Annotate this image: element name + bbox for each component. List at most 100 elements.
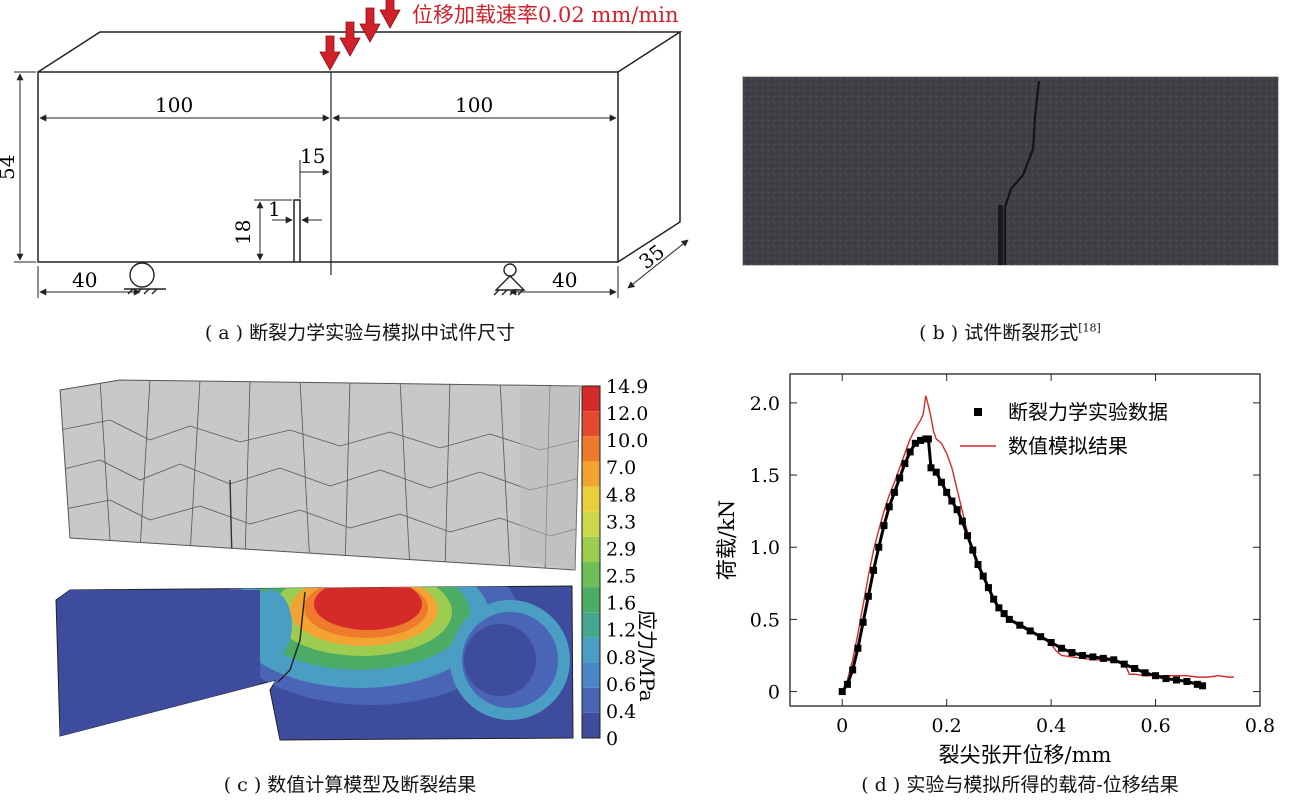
- experiment-point: [911, 439, 919, 447]
- load-displacement-chart: 0 0.2 0.4 0.6 0.8 0 0.5 1.0 1.5 2.0 裂尖张开位移/mm 荷载/kN…: [715, 373, 1275, 767]
- experiment-point: [1005, 615, 1013, 623]
- mesh-model: [59, 379, 581, 571]
- colorbar-swatch: [582, 386, 600, 412]
- colorbar-title: 应力/MPa: [635, 610, 659, 702]
- experiment-point: [849, 666, 857, 674]
- experiment-point: [854, 644, 862, 652]
- dim-offset: 15: [300, 144, 325, 168]
- experiment-point: [979, 572, 987, 580]
- experiment-point: [937, 478, 945, 486]
- colorbar-tick-label: 1.6: [606, 593, 636, 615]
- y-tick-label: 0.5: [750, 609, 780, 631]
- experiment-point: [948, 497, 956, 505]
- roller-support-icon: [124, 262, 166, 295]
- colorbar-swatch: [582, 511, 600, 537]
- colorbar-swatch: [582, 662, 600, 688]
- fractured-specimen-photo: [742, 76, 1279, 266]
- pin-support-icon: [493, 263, 526, 296]
- caption-b-text: ( b ) 试件断裂形式: [919, 322, 1079, 344]
- colorbar-tick-label: 2.5: [606, 566, 636, 588]
- colorbar-swatch: [582, 411, 600, 437]
- experiment-point: [958, 517, 966, 525]
- specimen-dimension-drawing: 位移加载速率0.02 mm/min 100 100 54 15 18 1 40 …: [0, 0, 689, 298]
- experiment-point: [1199, 682, 1207, 690]
- colorbar-tick-label: 0.8: [606, 647, 636, 669]
- experiment-point: [1026, 627, 1034, 635]
- caption-a: ( a ) 断裂力学实验与模拟中试件尺寸: [204, 322, 516, 344]
- experiment-point: [1162, 675, 1170, 683]
- x-tick-label: 0.2: [932, 715, 962, 737]
- y-tick-label: 2.0: [750, 393, 780, 415]
- experiment-point: [1016, 621, 1024, 629]
- colorbar-swatch: [582, 712, 600, 738]
- experiment-point: [1183, 677, 1191, 685]
- caption-b: ( b ) 试件断裂形式[18]: [880, 318, 1140, 345]
- experiment-point: [1131, 664, 1139, 672]
- experiment-point: [964, 532, 972, 540]
- experiment-point: [1141, 669, 1149, 677]
- colorbar-tick-label: 10.0: [606, 430, 648, 452]
- experiment-point: [932, 468, 940, 476]
- x-tick-label: 0.4: [1036, 715, 1066, 737]
- colorbar-swatch: [582, 687, 600, 713]
- experiment-point: [1099, 654, 1107, 662]
- experiment-point: [1037, 633, 1045, 641]
- colorbar-tick-label: 4.8: [606, 484, 636, 506]
- colorbar-tick-label: 7.0: [606, 457, 636, 479]
- experiment-point: [1078, 651, 1086, 659]
- colorbar-tick-label: 2.9: [606, 538, 636, 560]
- experiment-point: [864, 592, 872, 600]
- experiment-point: [943, 488, 951, 496]
- colorbar: 14.9 12.0 10.0 7.0 4.8 3.3 2.9 2.5 1.6 1.2 0.8 0.6 0…: [581, 376, 648, 750]
- colorbar-tick-label: 0: [606, 728, 618, 750]
- legend-label-simulation: 数值模拟结果: [1008, 434, 1128, 458]
- experiment-point: [953, 506, 961, 514]
- y-axis-label: 荷载/kN: [715, 500, 739, 580]
- experiment-point: [906, 448, 914, 456]
- stress-contour-result: [55, 585, 574, 741]
- colorbar-swatch: [582, 612, 600, 638]
- colorbar-tick-label: 0.4: [606, 701, 636, 723]
- dim-left-span: 100: [155, 93, 193, 117]
- colorbar-tick-label: 12.0: [606, 403, 648, 425]
- caption-c: ( c ) 数值计算模型及断裂结果: [223, 774, 477, 796]
- dim-notch-width: 1: [268, 197, 281, 221]
- numerical-model-figure: 14.9 12.0 10.0 7.0 4.8 3.3 2.9 2.5 1.6 1.2 0.8 0.6 0…: [55, 376, 659, 750]
- colorbar-tick-label: 14.9: [606, 376, 648, 398]
- legend-marker-experiment: [974, 408, 982, 416]
- colorbar-swatch: [582, 436, 600, 462]
- experiment-point: [927, 464, 935, 472]
- y-tick-label: 1.5: [750, 465, 780, 487]
- experiment-point: [974, 561, 982, 569]
- caption-d: ( d ) 实验与模拟所得的载荷-位移结果: [861, 774, 1179, 796]
- experiment-point: [885, 503, 893, 511]
- experiment-point: [901, 459, 909, 467]
- colorbar-swatch: [582, 587, 600, 613]
- dim-right-span: 100: [455, 93, 493, 117]
- experiment-point: [969, 546, 977, 554]
- dim-support-left: 40: [72, 268, 97, 292]
- experiment-point: [1110, 656, 1118, 664]
- load-arrows-icon: [319, 0, 401, 71]
- x-axis-label: 裂尖张开位移/mm: [939, 743, 1112, 767]
- dim-height: 54: [0, 155, 19, 180]
- x-tick-label: 0.8: [1245, 715, 1275, 737]
- dim-thickness: 35: [634, 239, 669, 274]
- experiment-point: [870, 566, 878, 574]
- experiment-point: [1000, 610, 1008, 618]
- experiment-point: [838, 688, 846, 696]
- colorbar-swatch: [582, 637, 600, 663]
- experiment-point: [1047, 638, 1055, 646]
- x-tick-label: 0.6: [1140, 715, 1170, 737]
- experiment-point: [1152, 672, 1160, 680]
- experiment-point: [1058, 644, 1066, 652]
- experiment-point: [896, 474, 904, 482]
- dim-notch-depth: 18: [231, 220, 255, 245]
- experiment-point: [880, 522, 888, 530]
- caption-b-ref: [18]: [1078, 321, 1101, 335]
- y-tick-label: 0: [768, 682, 780, 704]
- experiment-point: [1172, 676, 1180, 684]
- x-tick-label: 0: [836, 715, 848, 737]
- experiment-point: [890, 488, 898, 496]
- experiment-point: [875, 543, 883, 551]
